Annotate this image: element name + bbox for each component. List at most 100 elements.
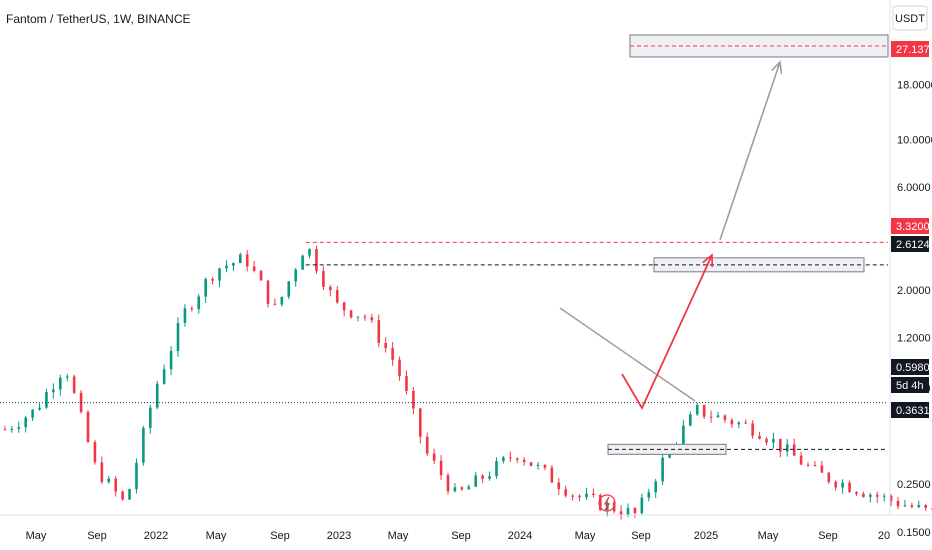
price-tag: 3.3200 bbox=[891, 218, 930, 234]
projection-arrowhead-gray bbox=[771, 60, 783, 75]
candle-body bbox=[169, 351, 173, 370]
candle-body bbox=[723, 415, 727, 420]
candle-body bbox=[100, 462, 104, 483]
candle bbox=[211, 276, 214, 285]
candle bbox=[24, 415, 27, 433]
candle bbox=[869, 492, 872, 503]
candle bbox=[647, 488, 651, 502]
candle bbox=[370, 313, 374, 324]
candle bbox=[744, 419, 748, 424]
candle-body bbox=[17, 427, 21, 429]
candle bbox=[592, 488, 595, 498]
candle-body bbox=[280, 296, 284, 305]
candle bbox=[335, 286, 339, 305]
candle bbox=[169, 346, 173, 376]
candle bbox=[585, 487, 588, 500]
candle-body bbox=[162, 369, 166, 384]
candle bbox=[218, 267, 221, 288]
candle bbox=[114, 476, 117, 497]
candle-body bbox=[273, 303, 277, 305]
candle-body bbox=[820, 465, 824, 473]
candle bbox=[522, 457, 526, 466]
candle-body bbox=[910, 505, 914, 507]
candle bbox=[557, 477, 561, 495]
candle-body bbox=[481, 475, 484, 479]
candle bbox=[896, 497, 900, 510]
candle-body bbox=[93, 441, 97, 463]
candle bbox=[38, 403, 41, 411]
price-tag-bg bbox=[891, 218, 929, 234]
candle bbox=[924, 504, 928, 511]
candle-body bbox=[107, 478, 111, 483]
price-tag-label: 0.5980 bbox=[896, 362, 930, 374]
candle bbox=[751, 420, 754, 439]
candle-body bbox=[765, 438, 768, 443]
candle-body bbox=[695, 404, 699, 415]
candle bbox=[405, 370, 408, 395]
candle-body bbox=[882, 495, 886, 497]
candle bbox=[682, 419, 685, 448]
time-tick-label: 2025 bbox=[694, 530, 718, 542]
price-tag: 27.1379 bbox=[891, 41, 932, 57]
candle-body bbox=[855, 492, 858, 494]
candle bbox=[349, 309, 353, 319]
candle bbox=[460, 486, 464, 491]
candle-body bbox=[135, 462, 138, 490]
candle-body bbox=[619, 511, 623, 516]
candle-body bbox=[889, 495, 893, 501]
candle-body bbox=[689, 414, 692, 426]
price-axis[interactable]: USDT18.000010.00006.00002.00001.20000.70… bbox=[889, 0, 932, 539]
candle bbox=[93, 439, 97, 465]
candle bbox=[467, 484, 471, 490]
price-tag-label: 0.3631 bbox=[896, 405, 930, 417]
candle-body bbox=[682, 425, 685, 445]
candle-body bbox=[495, 461, 498, 477]
candle bbox=[564, 485, 568, 498]
candle-body bbox=[869, 494, 872, 497]
candle-body bbox=[502, 457, 505, 462]
candle-body bbox=[287, 281, 291, 297]
candle bbox=[162, 364, 166, 385]
candle bbox=[377, 314, 381, 348]
candle bbox=[356, 316, 360, 322]
candle-body bbox=[758, 435, 761, 439]
candle bbox=[183, 304, 187, 327]
candle-body bbox=[370, 317, 374, 321]
time-tick-label: Sep bbox=[451, 530, 471, 542]
candle bbox=[848, 480, 851, 493]
candle bbox=[716, 411, 720, 418]
candle bbox=[509, 451, 512, 463]
candle-body bbox=[779, 438, 782, 452]
candle-body bbox=[377, 320, 381, 343]
candle bbox=[245, 249, 249, 272]
candle bbox=[329, 284, 332, 297]
projection-path-red bbox=[621, 254, 713, 410]
candle bbox=[17, 421, 21, 433]
price-tag: 2.6124 bbox=[891, 236, 930, 252]
candle bbox=[232, 262, 235, 272]
price-tag-bg bbox=[891, 402, 929, 418]
news-flash-icon-ring bbox=[598, 494, 616, 512]
candle-body bbox=[557, 482, 561, 490]
time-tick-label: 20 bbox=[878, 530, 890, 542]
candle bbox=[640, 493, 644, 516]
candle bbox=[142, 425, 145, 466]
candle-body bbox=[827, 472, 831, 482]
time-axis[interactable]: May Sep 2022 May Sep 2023 May Sep 2024 May Sep 2025… bbox=[0, 514, 932, 542]
candle-body bbox=[225, 265, 228, 269]
price-tag-bg bbox=[891, 41, 929, 57]
currency-selector[interactable] bbox=[892, 5, 928, 31]
candle bbox=[446, 472, 450, 495]
candle-body bbox=[474, 475, 478, 487]
candle-body bbox=[114, 478, 117, 492]
time-tick-label: May bbox=[206, 530, 227, 542]
candle bbox=[52, 383, 55, 399]
candle bbox=[917, 500, 921, 509]
candle bbox=[79, 389, 83, 414]
candle bbox=[65, 373, 69, 382]
drawings-layer bbox=[0, 34, 889, 512]
time-tick-label: Sep bbox=[818, 530, 838, 542]
candle bbox=[439, 455, 443, 481]
candle bbox=[31, 409, 34, 421]
